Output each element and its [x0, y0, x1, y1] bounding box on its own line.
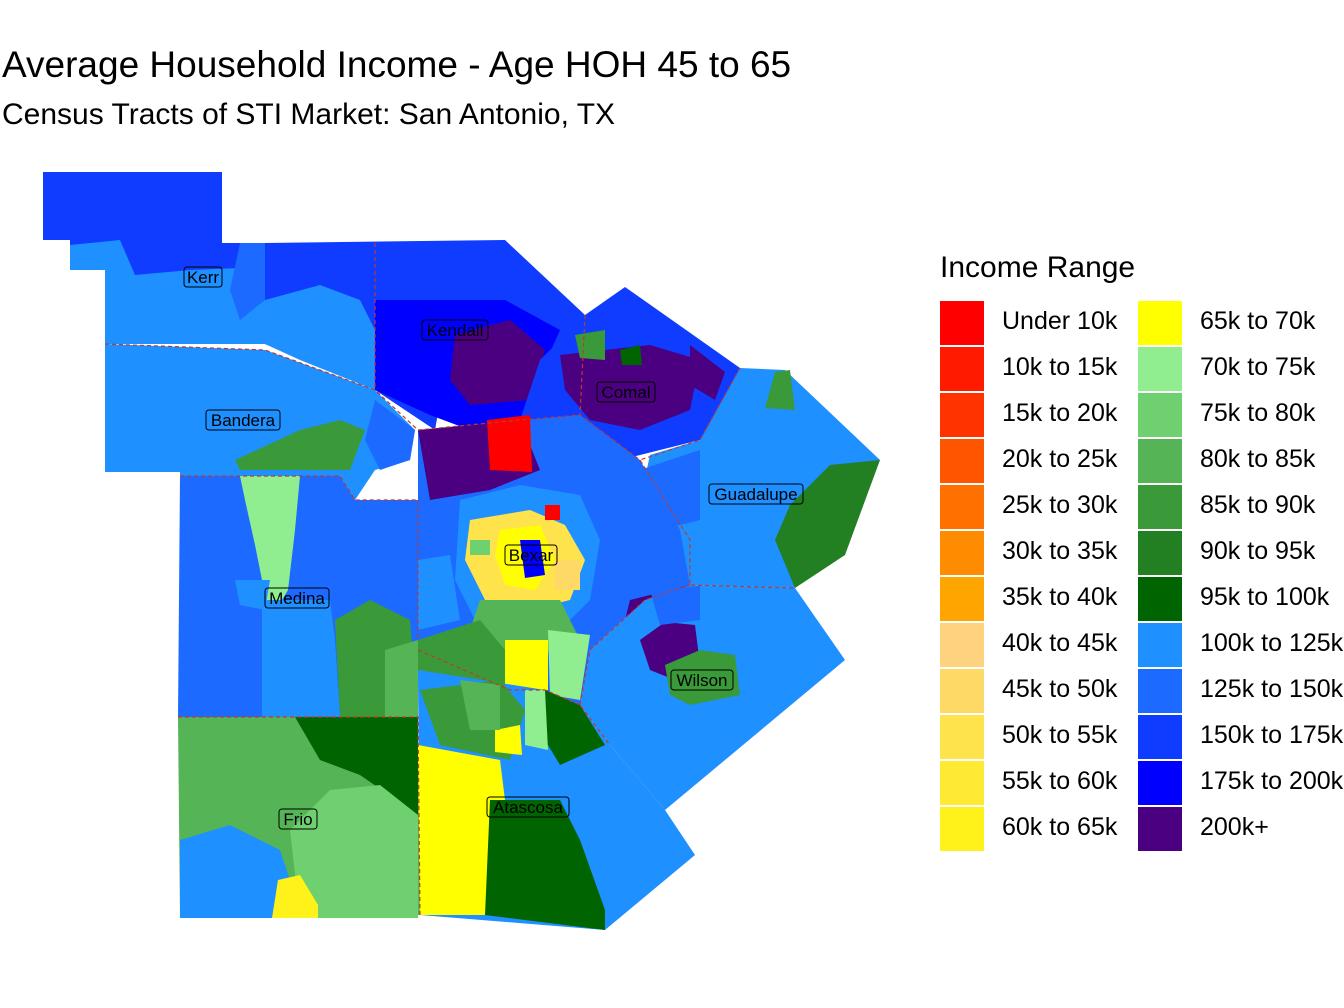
legend-label: 15k to 20k	[1002, 399, 1118, 427]
legend-item: 90k to 95k	[1138, 531, 1344, 575]
legend-label: Under 10k	[1002, 307, 1118, 335]
county-guadalupe	[640, 368, 880, 588]
legend-title: Income Range	[940, 251, 1136, 284]
legend-item: 85k to 90k	[1138, 485, 1344, 529]
map-subtitle: Census Tracts of STI Market: San Antonio…	[2, 98, 616, 131]
legend-swatch	[940, 301, 984, 345]
legend-label: 55k to 60k	[1002, 767, 1118, 795]
label-kerr: Kerr	[187, 268, 219, 287]
legend-label: 10k to 15k	[1002, 353, 1118, 381]
legend-swatch	[940, 485, 984, 529]
map-title: Average Household Income - Age HOH 45 to…	[2, 44, 792, 85]
county-wilson	[580, 585, 845, 810]
legend-item: 80k to 85k	[1138, 439, 1344, 483]
legend-swatch	[940, 761, 984, 805]
legend-swatch	[1138, 807, 1182, 851]
legend-item: 15k to 20k	[940, 393, 1150, 437]
label-kendall: Kendall	[427, 321, 484, 340]
label-atascosa: Atascosa	[493, 798, 563, 817]
legend-label: 90k to 95k	[1200, 537, 1316, 565]
legend-label: 45k to 50k	[1002, 675, 1118, 703]
legend-swatch	[1138, 623, 1182, 667]
choropleth-map: Kerr Kendall Comal Bandera Guadalupe Bex…	[43, 172, 880, 930]
county-labels: Kerr Kendall Comal Bandera Guadalupe Bex…	[183, 266, 804, 830]
legend-label: 35k to 40k	[1002, 583, 1118, 611]
legend-label: 65k to 70k	[1200, 307, 1316, 335]
county-boundaries	[104, 243, 796, 916]
label-guadalupe: Guadalupe	[714, 485, 797, 504]
legend-swatch	[1138, 577, 1182, 621]
legend-swatch	[940, 807, 984, 851]
label-comal: Comal	[601, 383, 650, 402]
legend-item: 45k to 50k	[940, 669, 1150, 713]
legend-item: 150k to 175k	[1138, 715, 1344, 759]
legend-item: 20k to 25k	[940, 439, 1150, 483]
legend-swatch	[1138, 669, 1182, 713]
legend-swatch	[940, 669, 984, 713]
legend-swatch	[940, 393, 984, 437]
label-medina: Medina	[269, 589, 325, 608]
legend-swatch	[1138, 301, 1182, 345]
legend-label: 80k to 85k	[1200, 445, 1316, 473]
legend-swatch	[940, 347, 984, 391]
legend-swatch	[1138, 761, 1182, 805]
county-atascosa	[418, 670, 695, 930]
legend-item: 65k to 70k	[1138, 301, 1344, 345]
label-frio: Frio	[283, 810, 312, 829]
legend-label: 20k to 25k	[1002, 445, 1118, 473]
legend-swatch	[940, 715, 984, 759]
legend-swatch	[1138, 715, 1182, 759]
legend-item: Under 10k	[940, 301, 1150, 345]
legend-label: 175k to 200k	[1200, 767, 1344, 795]
legend-label: 85k to 90k	[1200, 491, 1316, 519]
legend-label: 60k to 65k	[1002, 813, 1118, 841]
legend-swatch	[940, 439, 984, 483]
legend-item: 100k to 125k	[1138, 623, 1344, 667]
legend-label: 30k to 35k	[1002, 537, 1118, 565]
label-bexar: Bexar	[509, 546, 554, 565]
legend-item: 75k to 80k	[1138, 393, 1344, 437]
legend-item: 35k to 40k	[940, 577, 1150, 621]
legend-label: 125k to 150k	[1200, 675, 1344, 703]
legend-swatch	[940, 577, 984, 621]
county-frio	[178, 717, 420, 918]
label-bandera: Bandera	[211, 411, 276, 430]
legend-swatch	[1138, 393, 1182, 437]
legend-label: 25k to 30k	[1002, 491, 1118, 519]
legend-label: 50k to 55k	[1002, 721, 1118, 749]
legend-label: 100k to 125k	[1200, 629, 1344, 657]
legend-label: 200k+	[1200, 813, 1269, 841]
legend-item: 95k to 100k	[1138, 577, 1344, 621]
legend-item: 175k to 200k	[1138, 761, 1344, 805]
legend-swatch	[1138, 347, 1182, 391]
legend-item: 60k to 65k	[940, 807, 1150, 851]
legend-item: 10k to 15k	[940, 347, 1150, 391]
legend-item: 40k to 45k	[940, 623, 1150, 667]
legend-item: 125k to 150k	[1138, 669, 1344, 713]
legend-item: 25k to 30k	[940, 485, 1150, 529]
legend-item: 30k to 35k	[940, 531, 1150, 575]
legend-swatch	[940, 623, 984, 667]
legend-swatch	[1138, 531, 1182, 575]
county-medina	[178, 476, 420, 717]
legend-swatch	[1138, 485, 1182, 529]
legend-item: 55k to 60k	[940, 761, 1150, 805]
legend-label: 150k to 175k	[1200, 721, 1344, 749]
legend-label: 95k to 100k	[1200, 583, 1330, 611]
county-kendall	[265, 240, 585, 430]
legend-item: 50k to 55k	[940, 715, 1150, 759]
county-bandera	[105, 344, 415, 500]
legend-swatch	[1138, 439, 1182, 483]
legend-label: 70k to 75k	[1200, 353, 1316, 381]
legend-item: 70k to 75k	[1138, 347, 1344, 391]
legend-label: 75k to 80k	[1200, 399, 1316, 427]
label-wilson: Wilson	[676, 671, 727, 690]
legend-swatch	[940, 531, 984, 575]
legend-label: 40k to 45k	[1002, 629, 1118, 657]
legend-item: 200k+	[1138, 807, 1344, 851]
